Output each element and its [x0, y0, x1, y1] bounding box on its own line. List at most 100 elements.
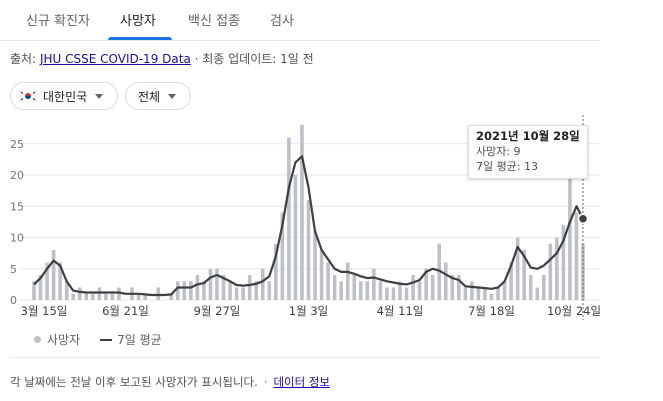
tab-testing[interactable]: 검사: [270, 14, 294, 29]
death-bar: [32, 281, 36, 300]
caret-down-icon: [168, 93, 177, 99]
south-korea-flag-icon: [19, 90, 37, 102]
death-bar: [110, 293, 115, 300]
death-bar: [51, 250, 56, 300]
last-updated-text: · 최종 업데이트: 1일 전: [190, 52, 314, 66]
death-bar: [345, 262, 350, 300]
death-bar: [411, 275, 415, 300]
death-bar: [574, 212, 579, 300]
death-bar: [483, 287, 487, 300]
footnote-text: 각 날짜에는 전날 이후 보고된 사망자가 표시됩니다.: [10, 375, 258, 389]
y-tick-label: 5: [10, 263, 17, 276]
death-bar: [71, 293, 76, 300]
x-tick-label: 7월 18일: [468, 304, 515, 318]
death-bar: [241, 287, 245, 300]
tab-new-cases[interactable]: 신규 확진자: [26, 14, 90, 29]
death-bar: [182, 281, 187, 300]
death-bar: [502, 281, 507, 300]
death-bar: [561, 225, 566, 300]
death-bar: [306, 200, 311, 300]
footnote: 각 날짜에는 전날 이후 보고된 사망자가 표시됩니다. · 데이터 정보: [10, 375, 330, 389]
average-legend-marker: [100, 338, 113, 341]
x-tick-label: 4월 11일: [377, 304, 424, 318]
death-bar: [424, 268, 428, 300]
death-bar: [234, 287, 239, 300]
death-bar: [143, 293, 147, 300]
death-bar: [300, 125, 304, 300]
death-bar: [398, 281, 402, 300]
death-bar: [267, 281, 272, 300]
death-bar: [352, 275, 357, 300]
y-tick-label: 20: [10, 169, 24, 182]
death-bar: [332, 275, 337, 300]
death-bar: [404, 287, 409, 300]
death-bar: [541, 275, 546, 300]
x-axis: 3월 15일 6월 21일 9월 27일 1월 3일 4월 11일 7월 18일 10월 2…: [21, 304, 600, 318]
death-bar: [169, 293, 174, 300]
country-dropdown[interactable]: 대한민국: [10, 82, 118, 110]
death-bar: [136, 293, 141, 300]
death-bar: [97, 287, 102, 300]
death-bar: [489, 293, 494, 300]
death-bar: [313, 231, 317, 300]
source-link[interactable]: JHU CSSE COVID-19 Data: [39, 52, 191, 66]
divider: [10, 357, 600, 358]
x-tick-label: 9월 27일: [194, 304, 241, 318]
death-bar: [450, 275, 455, 300]
death-bar: [189, 281, 193, 300]
average-legend-label: 7일 평균: [117, 333, 162, 347]
death-bar: [430, 275, 435, 300]
range-dropdown[interactable]: 전체: [125, 82, 191, 110]
y-tick-label: 15: [10, 200, 24, 213]
x-tick-label: 1월 3일: [289, 304, 328, 318]
y-tick-label: 25: [10, 138, 24, 151]
y-axis: 0 5 10 15 20 25: [10, 138, 24, 307]
death-bar: [378, 281, 383, 300]
death-bar: [568, 175, 572, 300]
death-bar: [260, 268, 265, 300]
data-info-link[interactable]: 데이터 정보: [273, 375, 330, 389]
death-bar: [522, 250, 526, 300]
death-bar: [555, 237, 559, 300]
death-bar: [175, 281, 180, 300]
tab-bar: 신규 확진자 사망자 백신 접종 검사: [0, 0, 600, 41]
death-bar: [535, 287, 540, 300]
death-bar: [38, 275, 43, 300]
x-tick-label: 3월 15일: [21, 304, 68, 318]
tooltip-deaths: 사망자: 9: [476, 145, 521, 158]
x-tick-label: 6월 21일: [102, 304, 149, 318]
tooltip-date: 2021년 10월 28일: [476, 129, 580, 143]
death-bar: [195, 275, 200, 300]
death-bar: [64, 281, 69, 300]
death-bar: [339, 281, 343, 300]
source-line: 출처: JHU CSSE COVID-19 Data · 최종 업데이트: 1일…: [10, 50, 314, 67]
death-bar: [45, 262, 49, 300]
death-bar: [280, 212, 285, 300]
death-bar: [156, 287, 160, 300]
death-bar: [247, 275, 252, 300]
death-bar: [208, 268, 213, 300]
death-bar: [293, 175, 298, 300]
y-tick-label: 10: [10, 232, 24, 245]
death-bar: [528, 275, 533, 300]
hover-point: [577, 213, 589, 224]
death-bar: [91, 293, 95, 300]
death-bar: [358, 281, 363, 300]
tab-vaccination[interactable]: 백신 접종: [188, 14, 240, 29]
deaths-legend-marker: [34, 336, 41, 343]
death-bar: [117, 287, 121, 300]
active-tab-indicator: [108, 37, 172, 40]
tab-deaths[interactable]: 사망자: [120, 14, 156, 29]
caret-down-icon: [95, 93, 104, 99]
death-bar: [417, 281, 422, 300]
death-bar: [58, 262, 62, 300]
death-bar: [391, 287, 396, 300]
deaths-chart[interactable]: 0 5 10 15 20 25 3월 15일 6월 21일 9월 27일 1월 3일 4월 11일…: [0, 115, 600, 325]
chart-tooltip: 2021년 10월 28일 사망자: 9 7일 평균: 13: [468, 125, 588, 179]
death-bar: [215, 268, 219, 300]
death-bar: [254, 281, 259, 300]
death-bar: [287, 137, 291, 300]
death-bar: [476, 287, 481, 300]
death-bar: [515, 237, 520, 300]
death-bar: [496, 287, 500, 300]
